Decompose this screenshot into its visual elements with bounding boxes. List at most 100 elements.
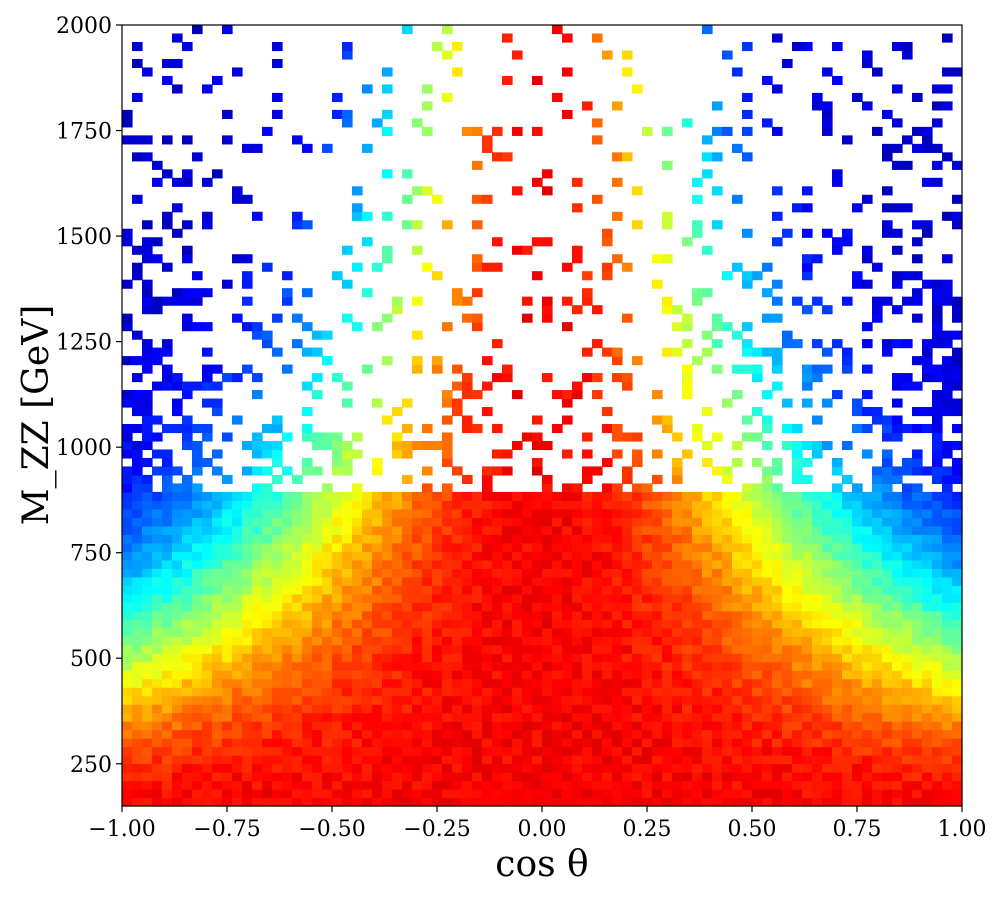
heatmap-cell [752,407,763,417]
heatmap-cell [882,542,893,552]
heatmap-cell [742,534,753,544]
heatmap-cell [562,576,573,586]
heatmap-cell [512,644,523,654]
heatmap-cell [652,449,663,459]
heatmap-cell [852,568,863,578]
heatmap-cell [942,576,953,586]
heatmap-cell [212,491,223,501]
heatmap-cell [632,508,643,518]
heatmap-cell [362,500,373,510]
heatmap-cell [142,636,153,646]
heatmap-cell [932,398,943,408]
heatmap-cell [912,729,923,739]
heatmap-cell [732,653,743,663]
heatmap-cell [912,780,923,790]
heatmap-cell [592,712,603,722]
heatmap-cell [182,619,193,629]
heatmap-cell [402,797,413,807]
heatmap-cell [782,551,793,561]
heatmap-cell [582,721,593,731]
heatmap-cell [562,483,573,493]
heatmap-cell [652,585,663,595]
heatmap-cell [282,593,293,603]
heatmap-cell [492,763,503,773]
heatmap-cell [592,738,603,748]
heatmap-cell [642,721,653,731]
heatmap-cell [502,644,513,654]
heatmap-cell [592,135,603,145]
heatmap-cell [582,432,593,442]
heatmap-cell [132,135,143,145]
heatmap-cell [632,84,643,94]
heatmap-cell [412,551,423,561]
heatmap-cell [752,789,763,799]
y-tick-label: 1250 [56,331,112,356]
heatmap-cell [142,789,153,799]
heatmap-cell [512,678,523,688]
heatmap-cell [222,500,233,510]
heatmap-cell [212,738,223,748]
heatmap-cell [602,661,613,671]
heatmap-cell [692,738,703,748]
heatmap-cell [802,551,813,561]
heatmap-cell [162,364,173,374]
heatmap-cell [902,704,913,714]
heatmap-cell [212,670,223,680]
heatmap-cell [672,704,683,714]
heatmap-cell [712,152,723,162]
heatmap-cell [402,194,413,204]
heatmap-cell [432,636,443,646]
heatmap-cell [552,687,563,697]
heatmap-cell [152,780,163,790]
heatmap-cell [822,109,833,119]
heatmap-cell [732,593,743,603]
heatmap-cell [842,797,853,807]
heatmap-cell [942,772,953,782]
heatmap-cell [482,491,493,501]
heatmap-cell [822,695,833,705]
heatmap-cell [882,415,893,425]
heatmap-cell [272,500,283,510]
heatmap-cell [872,508,883,518]
heatmap-cell [172,772,183,782]
heatmap-cell [952,423,963,434]
heatmap-cell [462,517,473,527]
heatmap-cell [572,763,583,773]
heatmap-cell [182,670,193,680]
heatmap-cell [672,780,683,790]
heatmap-cell [262,678,273,688]
heatmap-cell [232,415,243,425]
heatmap-cell [312,670,323,680]
heatmap-cell [542,644,553,654]
heatmap-cell [522,534,533,544]
heatmap-cell [252,738,263,748]
heatmap-cell [612,449,623,459]
heatmap-cell [172,508,183,518]
heatmap-cell [262,619,273,629]
heatmap-cell [232,670,243,680]
heatmap-cell [552,678,563,688]
heatmap-cell [512,50,523,60]
heatmap-cell [522,738,533,748]
heatmap-cell [952,364,963,374]
heatmap-cell [542,559,553,569]
heatmap-cell [942,381,953,391]
heatmap-cell [842,474,853,485]
heatmap-cell [432,551,443,561]
heatmap-cell [542,789,553,799]
heatmap-cell [452,602,463,612]
y-tick-label: 250 [70,753,112,778]
heatmap-cell [292,738,303,748]
heatmap-cell [212,687,223,697]
heatmap-cell [432,517,443,527]
heatmap-cell [462,636,473,646]
heatmap-cell [532,755,543,765]
heatmap-cell [812,738,823,748]
heatmap-cell [882,220,893,230]
heatmap-cell [932,322,943,332]
heatmap-cell [362,534,373,544]
heatmap-cell [942,364,953,374]
heatmap-cell [382,661,393,671]
heatmap-cell [172,687,183,697]
heatmap-cell [832,780,843,790]
